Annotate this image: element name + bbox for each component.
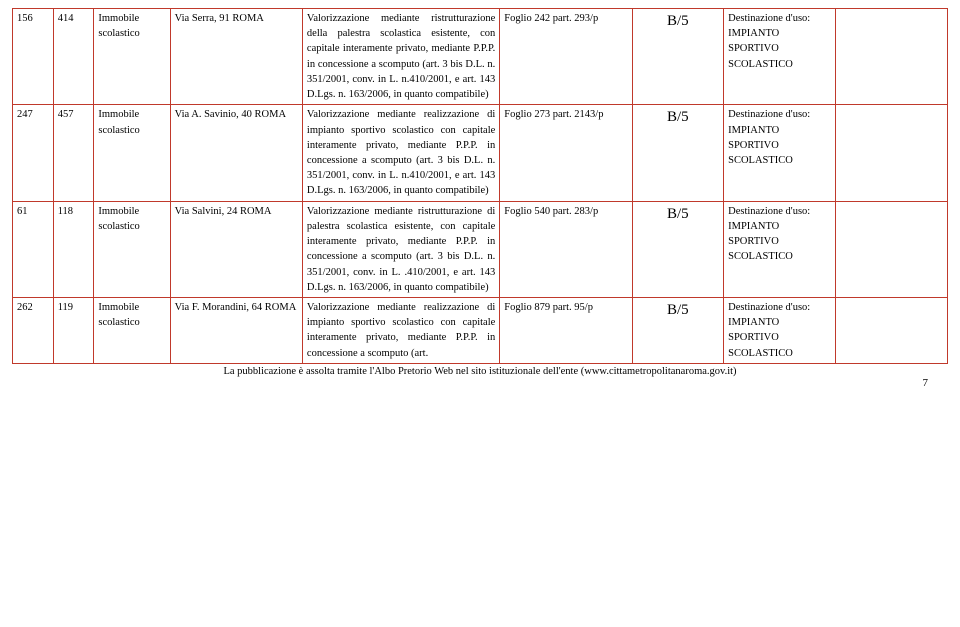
col-num1: 262 bbox=[13, 297, 54, 363]
col-num2: 118 bbox=[53, 201, 94, 297]
col-foglio: Foglio 879 part. 95/p bbox=[500, 297, 632, 363]
col-type: Immobile scolastico bbox=[94, 105, 170, 201]
col-zone: B/5 bbox=[632, 297, 724, 363]
col-num1: 61 bbox=[13, 201, 54, 297]
col-address: Via Serra, 91 ROMA bbox=[170, 9, 302, 105]
col-type: Immobile scolastico bbox=[94, 9, 170, 105]
col-description: Valorizzazione mediante realizzazione di… bbox=[302, 297, 499, 363]
col-foglio: Foglio 273 part. 2143/p bbox=[500, 105, 632, 201]
col-address: Via Salvini, 24 ROMA bbox=[170, 201, 302, 297]
table-row: 61118Immobile scolasticoVia Salvini, 24 … bbox=[13, 201, 948, 297]
col-zone: B/5 bbox=[632, 9, 724, 105]
col-description: Valorizzazione mediante ristrutturazione… bbox=[302, 201, 499, 297]
col-num1: 156 bbox=[13, 9, 54, 105]
col-extra bbox=[836, 297, 948, 363]
col-destination: Destinazione d'uso: IMPIANTO SPORTIVO SC… bbox=[724, 201, 836, 297]
col-destination: Destinazione d'uso: IMPIANTO SPORTIVO SC… bbox=[724, 297, 836, 363]
table-row: 156414Immobile scolasticoVia Serra, 91 R… bbox=[13, 9, 948, 105]
col-extra bbox=[836, 105, 948, 201]
col-destination: Destinazione d'uso: IMPIANTO SPORTIVO SC… bbox=[724, 9, 836, 105]
col-num1: 247 bbox=[13, 105, 54, 201]
col-num2: 119 bbox=[53, 297, 94, 363]
col-num2: 414 bbox=[53, 9, 94, 105]
footer-text: La pubblicazione è assolta tramite l'Alb… bbox=[12, 364, 948, 377]
col-description: Valorizzazione mediante realizzazione di… bbox=[302, 105, 499, 201]
col-description: Valorizzazione mediante ristrutturazione… bbox=[302, 9, 499, 105]
col-num2: 457 bbox=[53, 105, 94, 201]
col-address: Via F. Morandini, 64 ROMA bbox=[170, 297, 302, 363]
property-table: 156414Immobile scolasticoVia Serra, 91 R… bbox=[12, 8, 948, 364]
col-type: Immobile scolastico bbox=[94, 297, 170, 363]
col-foglio: Foglio 242 part. 293/p bbox=[500, 9, 632, 105]
table-row: 247457Immobile scolasticoVia A. Savinio,… bbox=[13, 105, 948, 201]
col-zone: B/5 bbox=[632, 201, 724, 297]
col-extra bbox=[836, 201, 948, 297]
col-address: Via A. Savinio, 40 ROMA bbox=[170, 105, 302, 201]
col-destination: Destinazione d'uso: IMPIANTO SPORTIVO SC… bbox=[724, 105, 836, 201]
col-zone: B/5 bbox=[632, 105, 724, 201]
table-row: 262119Immobile scolasticoVia F. Morandin… bbox=[13, 297, 948, 363]
col-type: Immobile scolastico bbox=[94, 201, 170, 297]
col-foglio: Foglio 540 part. 283/p bbox=[500, 201, 632, 297]
page-number: 7 bbox=[12, 377, 948, 389]
col-extra bbox=[836, 9, 948, 105]
